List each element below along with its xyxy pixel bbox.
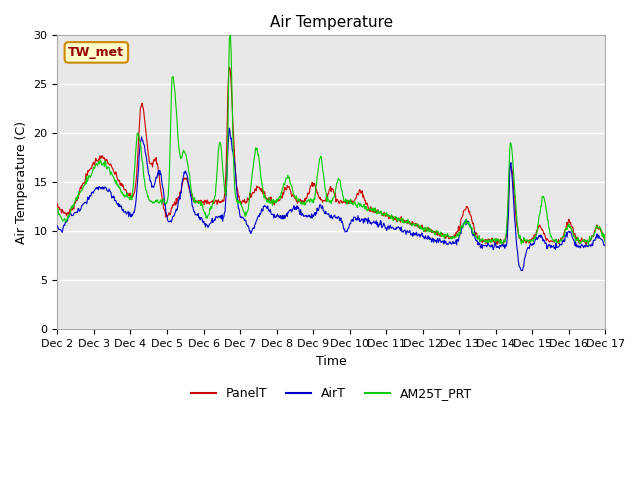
Legend: PanelT, AirT, AM25T_PRT: PanelT, AirT, AM25T_PRT <box>186 383 477 406</box>
Y-axis label: Air Temperature (C): Air Temperature (C) <box>15 121 28 244</box>
Title: Air Temperature: Air Temperature <box>270 15 393 30</box>
Text: TW_met: TW_met <box>68 46 124 59</box>
X-axis label: Time: Time <box>316 355 347 368</box>
